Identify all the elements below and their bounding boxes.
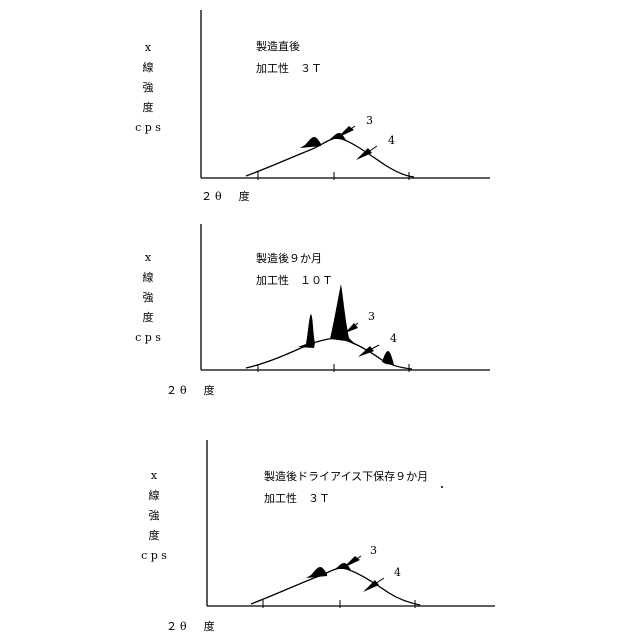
diffraction-peak — [382, 351, 394, 365]
label-4: 4 — [394, 566, 401, 579]
diffraction-plot — [0, 210, 640, 410]
xrd-panel-2: x 線 強 度 c p s 3 4 製造後９か月 加工性 １０Ｔ ２θ 度 — [0, 210, 640, 410]
workability-label: 加工性 ３Ｔ — [256, 58, 322, 80]
diffraction-plot — [0, 0, 640, 210]
x-axis-label: ２θ 度 — [166, 618, 218, 634]
stray-dot — [441, 486, 443, 488]
x-axis-label: ２θ 度 — [201, 188, 253, 204]
workability-label: 加工性 １０Ｔ — [256, 270, 333, 292]
condition-label: 製造後９か月 — [256, 248, 322, 270]
diffraction-peak — [330, 284, 358, 346]
x-axis-label: ２θ 度 — [166, 382, 218, 398]
xrd-panel-3: x 線 強 度 c p s 3 4 製造後ドライアイス下保存９か月 加工性 ３Ｔ… — [0, 410, 640, 640]
workability-label: 加工性 ３Ｔ — [264, 488, 330, 510]
xrd-panel-1: x 線 強 度 c p s 3 4 製造直後 加工性 ３Ｔ ２θ 度 — [0, 0, 640, 210]
label-4: 4 — [388, 134, 395, 147]
condition-label: 製造直後 — [256, 36, 300, 58]
label-4: 4 — [390, 332, 397, 345]
label-3: 3 — [368, 310, 375, 323]
label-3: 3 — [366, 114, 373, 127]
diffraction-plot — [0, 410, 640, 640]
diffraction-peak — [306, 567, 327, 578]
diffraction-peak — [298, 314, 315, 348]
condition-label: 製造後ドライアイス下保存９か月 — [264, 466, 428, 488]
label-3: 3 — [370, 544, 377, 557]
